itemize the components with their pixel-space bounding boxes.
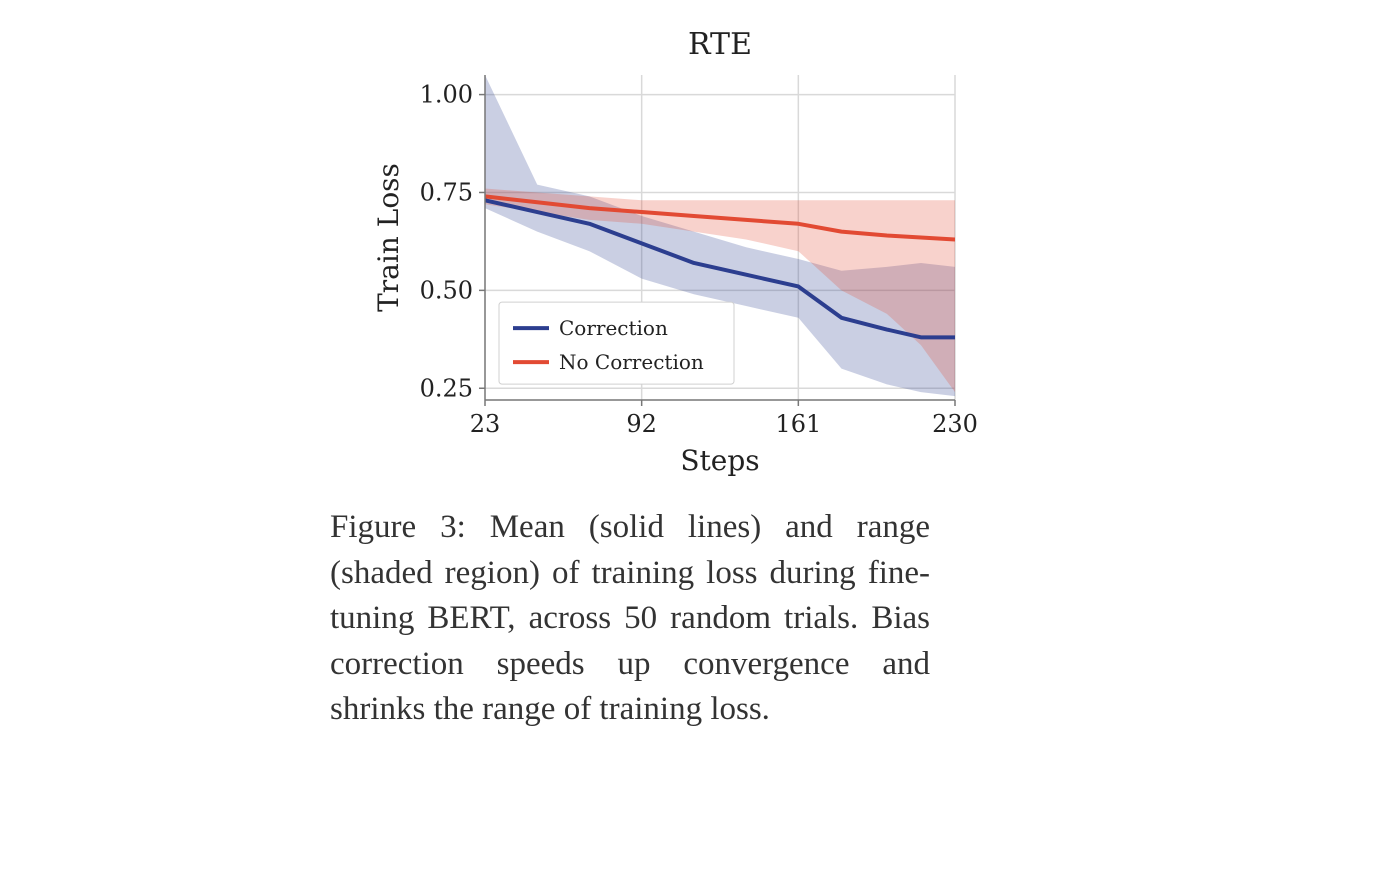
xtick-label: 161 xyxy=(775,410,821,438)
rte-train-loss-chart: 23 92 161 230 0.25 0.50 0.75 1.00 RTE Steps Train … xyxy=(360,20,980,490)
xtick-label: 92 xyxy=(626,410,657,438)
y-axis-label: Train Loss xyxy=(372,163,405,312)
ytick-label: 1.00 xyxy=(420,81,473,109)
ytick-label: 0.75 xyxy=(420,178,473,206)
x-axis-label: Steps xyxy=(680,444,759,477)
legend-label: Correction xyxy=(559,316,668,340)
chart-container: 23 92 161 230 0.25 0.50 0.75 1.00 RTE Steps Train … xyxy=(360,20,980,495)
xtick-label: 230 xyxy=(932,410,978,438)
legend-label: No Correction xyxy=(559,350,704,374)
figure-caption: Figure 3: Mean (solid lines) and range (… xyxy=(330,505,930,733)
ytick-label: 0.50 xyxy=(420,276,473,304)
ytick-label: 0.25 xyxy=(420,374,473,402)
xtick-label: 23 xyxy=(470,410,501,438)
caption-prefix: Figure 3: xyxy=(330,509,466,545)
chart-title: RTE xyxy=(688,27,752,62)
